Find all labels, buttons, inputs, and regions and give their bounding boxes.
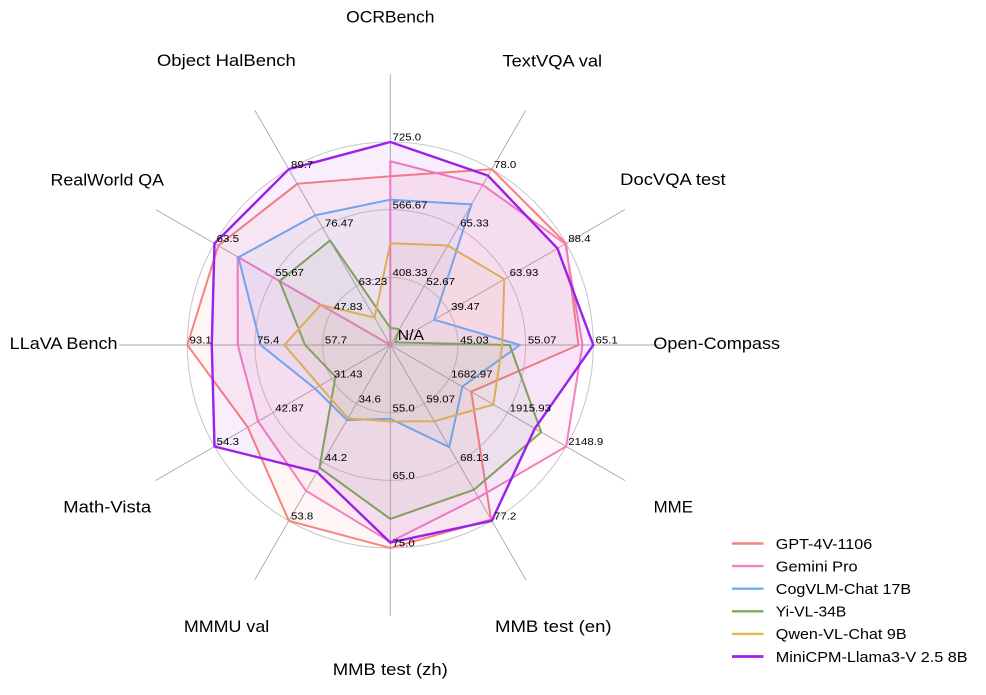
svg-text:89.7: 89.7 — [291, 160, 314, 171]
svg-text:408.33: 408.33 — [393, 268, 428, 279]
svg-text:63.5: 63.5 — [217, 234, 240, 245]
svg-text:Object HalBench: Object HalBench — [157, 52, 296, 70]
svg-text:LLaVA Bench: LLaVA Bench — [10, 335, 118, 353]
svg-text:N/A: N/A — [398, 328, 424, 344]
svg-text:93.1: 93.1 — [190, 336, 213, 347]
svg-text:31.43: 31.43 — [334, 370, 363, 381]
svg-text:55.0: 55.0 — [393, 403, 416, 414]
svg-text:63.93: 63.93 — [510, 268, 539, 279]
svg-text:63.23: 63.23 — [359, 277, 388, 288]
svg-text:1682.97: 1682.97 — [451, 370, 493, 381]
svg-text:65.1: 65.1 — [596, 336, 619, 347]
svg-text:44.2: 44.2 — [325, 453, 348, 464]
svg-text:DocVQA test: DocVQA test — [620, 171, 726, 189]
svg-text:57.7: 57.7 — [325, 336, 348, 347]
svg-text:TextVQA val: TextVQA val — [502, 53, 602, 71]
svg-text:75.0: 75.0 — [393, 539, 416, 550]
svg-text:47.83: 47.83 — [334, 302, 363, 313]
svg-text:52.67: 52.67 — [426, 277, 455, 288]
svg-text:53.8: 53.8 — [291, 512, 314, 523]
svg-text:OCRBench: OCRBench — [346, 9, 434, 27]
svg-text:68.13: 68.13 — [460, 453, 489, 464]
svg-text:65.0: 65.0 — [393, 471, 416, 482]
svg-text:55.07: 55.07 — [528, 336, 557, 347]
svg-text:MMB test (en): MMB test (en) — [495, 618, 612, 636]
svg-text:75.4: 75.4 — [257, 336, 280, 347]
svg-text:MMB test (zh): MMB test (zh) — [333, 661, 448, 679]
svg-text:Gemini Pro: Gemini Pro — [776, 559, 858, 575]
svg-text:42.87: 42.87 — [275, 403, 304, 414]
svg-text:45.03: 45.03 — [460, 336, 489, 347]
svg-text:88.4: 88.4 — [568, 234, 591, 245]
svg-text:78.0: 78.0 — [494, 160, 517, 171]
svg-text:39.47: 39.47 — [451, 302, 480, 313]
svg-text:566.67: 566.67 — [393, 200, 428, 211]
svg-text:34.6: 34.6 — [359, 394, 382, 405]
svg-text:77.2: 77.2 — [494, 512, 517, 523]
svg-text:RealWorld QA: RealWorld QA — [51, 172, 165, 190]
svg-text:65.33: 65.33 — [460, 219, 489, 230]
svg-text:MiniCPM-Llama3-V 2.5 8B: MiniCPM-Llama3-V 2.5 8B — [776, 650, 968, 666]
svg-text:59.07: 59.07 — [426, 394, 455, 405]
svg-text:55.67: 55.67 — [275, 268, 304, 279]
svg-text:1915.93: 1915.93 — [510, 403, 552, 414]
svg-text:MME: MME — [654, 499, 693, 517]
svg-text:CogVLM-Chat 17B: CogVLM-Chat 17B — [776, 582, 911, 598]
svg-text:MMMU val: MMMU val — [184, 618, 269, 636]
svg-text:2148.9: 2148.9 — [568, 437, 603, 448]
svg-text:Qwen-VL-Chat 9B: Qwen-VL-Chat 9B — [776, 627, 907, 643]
svg-text:54.3: 54.3 — [217, 437, 240, 448]
svg-text:GPT-4V-1106: GPT-4V-1106 — [776, 537, 872, 553]
svg-text:725.0: 725.0 — [393, 133, 422, 144]
svg-text:Open-Compass: Open-Compass — [653, 335, 780, 353]
svg-text:Math-Vista: Math-Vista — [63, 499, 152, 517]
svg-text:76.47: 76.47 — [325, 219, 354, 230]
svg-text:Yi-VL-34B: Yi-VL-34B — [776, 605, 847, 621]
